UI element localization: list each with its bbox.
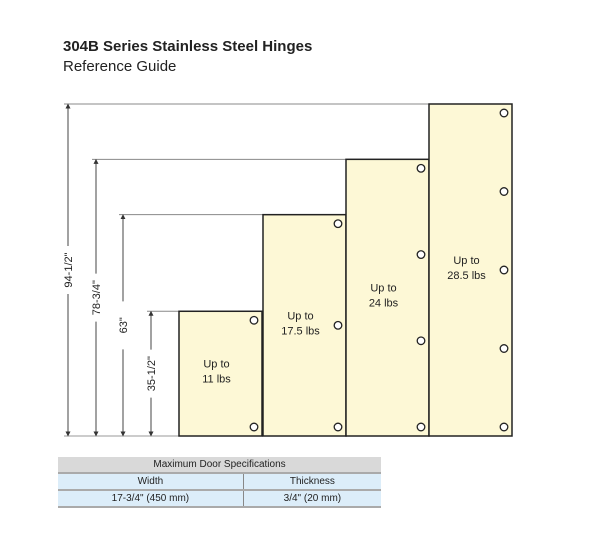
value-width: 17-3/4" (450 mm) bbox=[58, 490, 244, 508]
hinge-icon bbox=[416, 250, 426, 260]
hinge-icon bbox=[499, 108, 509, 118]
hinge-icon bbox=[499, 422, 509, 432]
hinge-icon bbox=[333, 320, 343, 330]
hinge-icon bbox=[499, 187, 509, 196]
col-header-width: Width bbox=[58, 473, 244, 491]
door-weight-label-line1: Up to bbox=[203, 359, 229, 371]
door-weight-label-line1: Up to bbox=[370, 283, 396, 295]
hinge-icon bbox=[416, 422, 426, 432]
hinge-icon bbox=[333, 422, 343, 432]
hinge-icon bbox=[416, 163, 426, 173]
hinge-icon bbox=[249, 315, 259, 325]
door-weight-label-line1: Up to bbox=[453, 255, 479, 267]
dimension-label: 35-1/2" bbox=[146, 356, 158, 391]
door-weight-label-line2: 24 lbs bbox=[369, 298, 399, 310]
dimension-label: 63" bbox=[118, 317, 130, 333]
door-panel bbox=[178, 310, 263, 437]
door-panel bbox=[428, 103, 513, 437]
specs-title: Maximum Door Specifications bbox=[58, 457, 381, 474]
door-panel bbox=[345, 158, 430, 437]
door-weight-label-line2: 11 lbs bbox=[202, 374, 231, 386]
hinge-icon bbox=[499, 344, 509, 353]
page-title: 304B Series Stainless Steel Hinges bbox=[63, 38, 313, 55]
col-header-thickness: Thickness bbox=[243, 473, 381, 491]
specs-table: Maximum Door Specifications Width Thickne… bbox=[58, 457, 381, 508]
page-subtitle: Reference Guide bbox=[63, 58, 177, 75]
value-thickness: 3/4" (20 mm) bbox=[243, 490, 381, 508]
hinge-icon bbox=[416, 336, 426, 346]
door-panel bbox=[262, 213, 347, 437]
hinge-icon bbox=[249, 422, 259, 432]
dimension-label: 94-1/2" bbox=[63, 252, 75, 287]
hinge-icon bbox=[333, 219, 343, 229]
door-weight-label-line1: Up to bbox=[287, 310, 313, 322]
hinge-icon bbox=[499, 265, 509, 275]
dimension-label: 78-3/4" bbox=[91, 280, 103, 315]
door-weight-label-line2: 28.5 lbs bbox=[447, 270, 486, 282]
door-weight-label-line2: 17.5 lbs bbox=[281, 325, 320, 337]
